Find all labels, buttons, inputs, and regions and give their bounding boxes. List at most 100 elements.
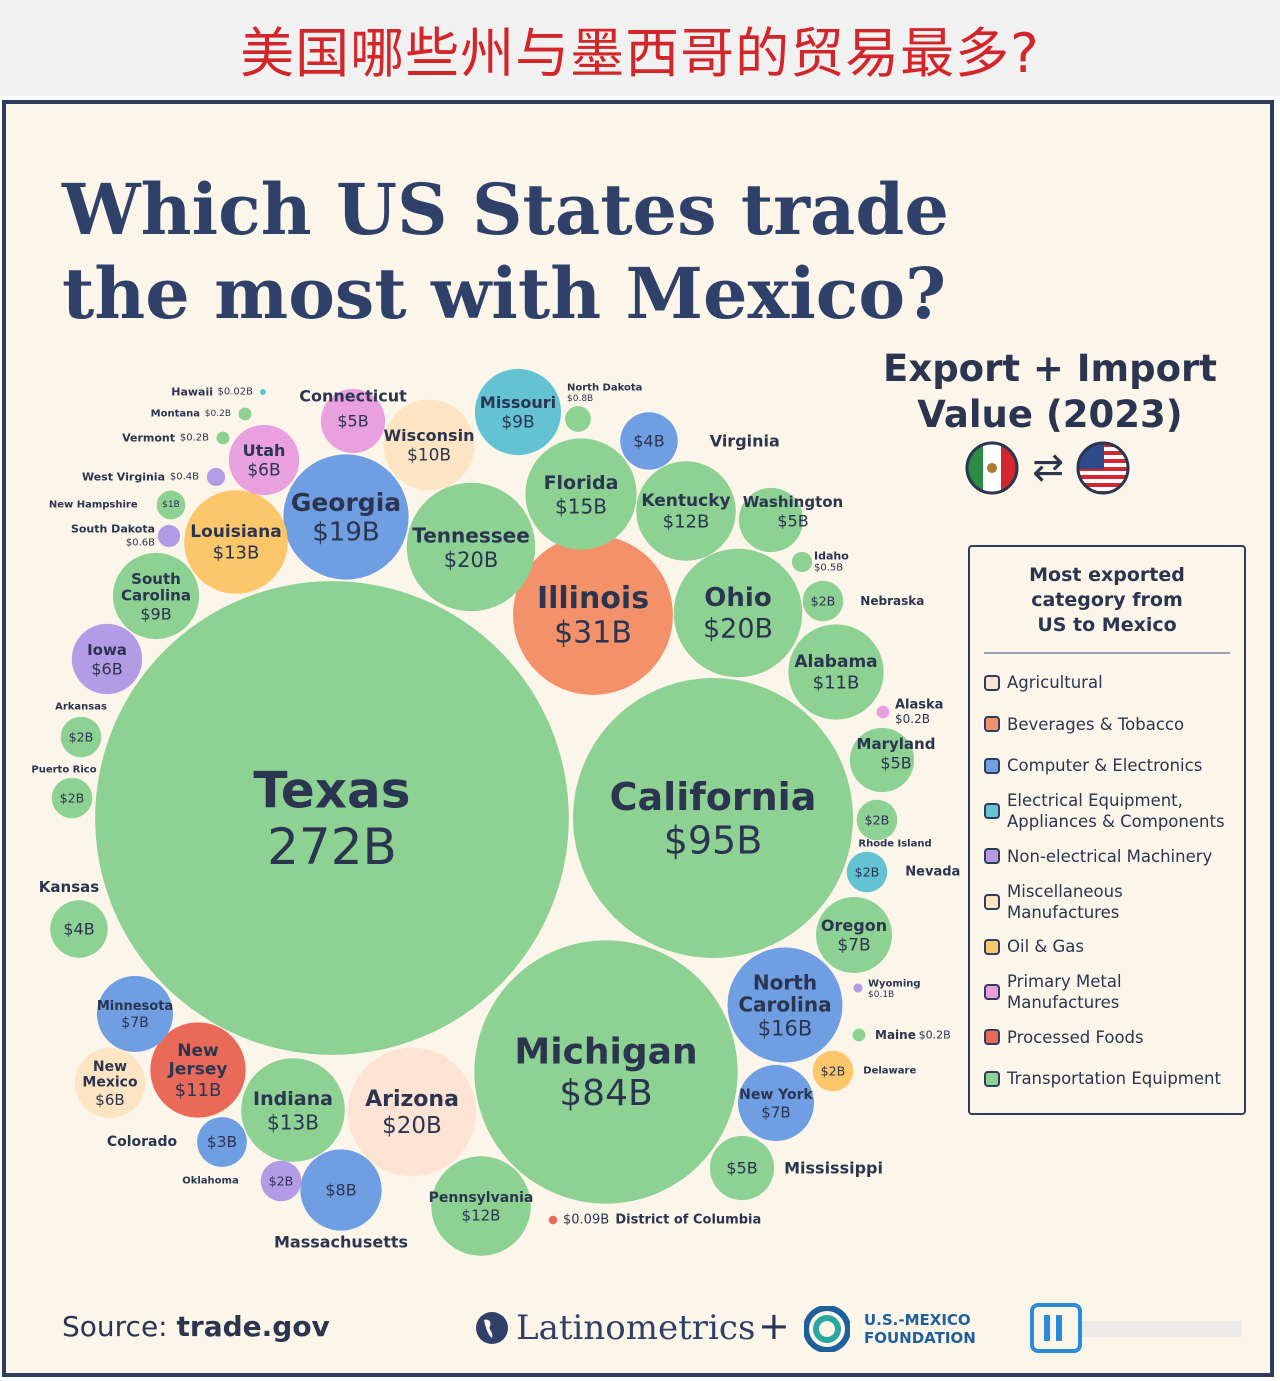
label-hawaii-name: Hawaii xyxy=(171,386,213,399)
globe-icon xyxy=(476,1312,508,1344)
label-delaware-name: Delaware xyxy=(863,1066,916,1077)
label-hawaii-value: $0.02B xyxy=(218,387,254,398)
label-wisconsin-name: Wisconsin xyxy=(384,426,475,445)
label-florida-value: $15B xyxy=(555,494,607,518)
bubble-kentucky xyxy=(636,461,736,561)
label-connecticut-value: $5B xyxy=(337,412,368,431)
plus-sign: + xyxy=(758,1304,790,1348)
label-arizona-value: $20B xyxy=(382,1113,442,1139)
legend-swatch xyxy=(984,848,1000,865)
bubble-ohio xyxy=(673,548,803,678)
bubble-louisiana xyxy=(184,490,288,594)
label-rhode-island-name: Rhode Island xyxy=(858,839,931,850)
bubble-arizona xyxy=(347,1047,477,1177)
chart-title-line2: the most with Mexico? xyxy=(62,252,947,335)
legend-item: Oil & Gas xyxy=(970,926,1244,968)
bubble-kansas xyxy=(50,900,108,958)
chart-title-line1: Which US States trade xyxy=(62,168,949,251)
bubble-indiana xyxy=(241,1058,345,1162)
label-maryland-name: Maryland xyxy=(857,735,936,753)
label-north-carolina-name: Carolina xyxy=(738,992,831,1016)
legend-title-line1: Most exported xyxy=(1029,564,1185,586)
bubble-pennsylvania xyxy=(431,1156,531,1256)
label-south-carolina-name: South xyxy=(131,570,181,588)
label-washington-value: $5B xyxy=(777,512,808,531)
label-colorado-value: $3B xyxy=(207,1133,237,1151)
legend-swatch xyxy=(984,1029,1000,1046)
label-kansas-name: Kansas xyxy=(39,878,99,896)
label-connecticut-name: Connecticut xyxy=(299,387,407,406)
flags-graphic: ⇄ xyxy=(965,441,1130,495)
bubble-california xyxy=(573,678,853,958)
label-nebraska-value: $2B xyxy=(811,594,836,609)
bubble-idaho xyxy=(791,551,813,573)
label-maryland-value: $5B xyxy=(880,754,911,773)
watermark xyxy=(982,1303,1252,1353)
label-nevada-value: $2B xyxy=(855,865,880,880)
legend-item: Beverages & Tobacco xyxy=(970,704,1244,746)
legend-swatch xyxy=(984,803,1000,819)
bubble-new-jersey xyxy=(150,1022,246,1118)
legend-label: Processed Foods xyxy=(1007,1027,1144,1047)
label-mississippi-value: $5B xyxy=(726,1159,757,1178)
label-minnesota-name: Minnesota xyxy=(97,999,173,1014)
legend-title: Most exported category from US to Mexico xyxy=(970,563,1244,638)
bubble-maine xyxy=(852,1028,866,1042)
label-idaho-value: $0.5B xyxy=(814,563,843,574)
label-south-dakota-value: $0.6B xyxy=(126,538,155,549)
swap-arrows-icon: ⇄ xyxy=(1032,445,1064,489)
bubble-arkansas xyxy=(60,716,102,758)
legend-label: Computer & Electronics xyxy=(1007,756,1203,776)
bubble-massachusetts xyxy=(300,1149,382,1231)
label-new-hampshire-name: New Hampshire xyxy=(49,500,138,511)
flags-row: ⇄ xyxy=(964,440,1134,500)
source-value: trade.gov xyxy=(176,1310,330,1343)
usmf-wordmark: U.S.-MEXICO FOUNDATION xyxy=(864,1311,976,1347)
label-wyoming-name: Wyoming xyxy=(868,979,921,990)
label-alabama-name: Alabama xyxy=(794,652,877,672)
bubble-missouri xyxy=(474,368,562,456)
bubble-nevada xyxy=(846,851,888,893)
legend-swatch xyxy=(984,674,1000,691)
label-vermont-value: $0.2B xyxy=(180,433,209,444)
label-oregon-name: Oregon xyxy=(821,916,887,935)
label-new-mexico-value: $6B xyxy=(95,1091,124,1109)
label-south-carolina-value: $9B xyxy=(140,605,171,624)
label-oklahoma-value: $2B xyxy=(269,1174,294,1189)
bubble-alabama xyxy=(788,624,884,720)
label-rhode-island-value: $2B xyxy=(865,813,890,828)
legend-title-line2: category from xyxy=(1031,589,1183,611)
bubble-rhode-island xyxy=(856,799,898,841)
label-district-of-columbia-value: $0.09B xyxy=(563,1213,609,1228)
legend-swatch xyxy=(984,984,1000,1000)
legend-label: Primary Metal Manufactures xyxy=(1007,972,1122,1012)
legend-label: Electrical Equipment, Appliances & Compon… xyxy=(1007,791,1225,831)
label-georgia-name: Georgia xyxy=(291,488,401,517)
label-alabama-value: $11B xyxy=(813,673,860,694)
label-minnesota-value: $7B xyxy=(121,1015,148,1031)
label-california-name: California xyxy=(610,775,817,819)
bubble-florida xyxy=(525,438,637,550)
bubble-puerto-rico xyxy=(51,777,93,819)
bubble-north-carolina xyxy=(727,947,843,1063)
legend: Most exported category from US to Mexico… xyxy=(968,545,1246,1115)
label-maine-value: $0.2B xyxy=(919,1029,951,1042)
latinometrics-logo: Latinometrics xyxy=(474,1306,755,1350)
legend-item: Computer & Electronics xyxy=(970,745,1244,787)
legend-swatch xyxy=(984,716,1000,733)
label-kentucky-name: Kentucky xyxy=(641,491,730,511)
label-texas-value: 272B xyxy=(267,818,397,876)
label-new-mexico-name: New xyxy=(93,1059,127,1075)
label-mississippi-name: Mississippi xyxy=(784,1159,883,1178)
label-north-carolina-name: North xyxy=(753,971,817,995)
label-west-virginia-value: $0.4B xyxy=(170,472,199,483)
label-district-of-columbia-name: District of Columbia xyxy=(615,1213,761,1228)
label-alaska-value: $0.2B xyxy=(895,712,930,726)
label-michigan-value: $84B xyxy=(559,1073,652,1114)
label-virginia-name: Virginia xyxy=(710,432,780,451)
bubble-washington xyxy=(738,487,804,553)
chart-subtitle-line1: Export + Import xyxy=(883,347,1217,390)
label-puerto-rico-name: Puerto Rico xyxy=(31,765,96,776)
banner-title: 美国哪些州与墨西哥的贸易最多? xyxy=(240,21,1040,85)
usmf-emblem-icon xyxy=(804,1306,850,1352)
